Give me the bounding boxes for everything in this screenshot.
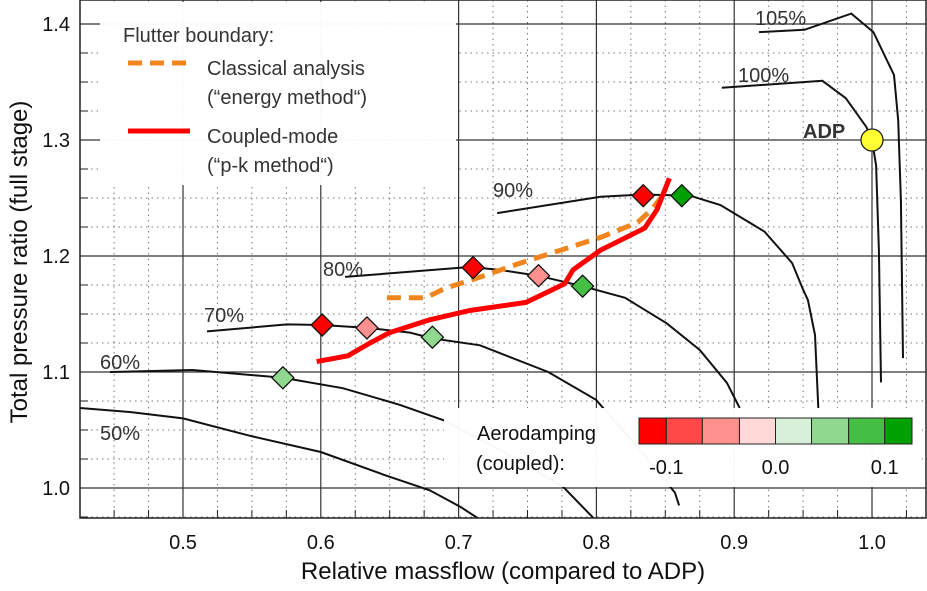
y-tick-label: 1.0	[42, 478, 70, 500]
legends: Flutter boundary: Classical analysis (“ene…	[100, 2, 922, 487]
legend-entry-sublabel: (“p-k method“)	[207, 155, 334, 177]
damping-diamond-marker	[461, 255, 485, 280]
colorbar-subtitle: (coupled):	[476, 453, 565, 475]
colorbar-cell	[738, 417, 776, 445]
legend-entry-label: Classical analysis	[207, 58, 365, 80]
legend-entry-sublabel: (“energy method“)	[207, 87, 367, 109]
plot-frame	[79, 0, 927, 519]
damping-diamond-marker	[310, 313, 335, 337]
speedline-label: 105%	[755, 8, 806, 30]
speedline-label: 90%	[493, 180, 533, 202]
colorbar-title: Aerodamping	[477, 423, 596, 445]
coupled-mode-flutter-boundary-line	[316, 177, 672, 365]
x-tick-label: 0.9	[720, 532, 748, 554]
legend-title: Flutter boundary:	[123, 25, 274, 47]
colorbar-cell	[701, 417, 740, 445]
x-tick-label: 1.0	[858, 532, 886, 554]
damping-diamond-marker	[669, 183, 694, 208]
y-tick-label: 1.3	[42, 130, 70, 152]
x-tick-label: 0.6	[307, 532, 335, 554]
speedline-label: 80%	[323, 259, 363, 281]
classical-flutter-boundary-line	[386, 187, 669, 301]
damping-diamond-marker	[631, 183, 656, 208]
colorbar-cell	[665, 417, 703, 445]
colorbar-cell	[638, 417, 667, 445]
x-tick-label: 0.5	[169, 532, 197, 554]
y-axis-title: Total pressure ratio (full stage)	[6, 101, 33, 424]
damping-diamond-marker	[355, 316, 379, 340]
colorbar-tick-label: -0.1	[649, 457, 683, 479]
speedline-80pct	[345, 265, 741, 409]
colorbar-cell	[775, 417, 813, 445]
speedline-label: 70%	[204, 305, 244, 327]
y-tick-label: 1.1	[42, 362, 70, 384]
damping-diamond-marker	[420, 325, 445, 350]
x-tick-label: 0.8	[582, 532, 610, 554]
speedline-90pct	[497, 193, 820, 409]
speedline-50pct	[80, 407, 479, 518]
damping-diamond-marker	[526, 263, 551, 288]
speedline-label: 100%	[738, 65, 789, 87]
plot-curves: 105% 100% 90% 80% 70% 60% 50% ADP	[80, 8, 904, 518]
legend-entry-label: Coupled-mode	[207, 126, 338, 148]
speedline-100pct	[721, 79, 882, 383]
y-tick-label: 1.4	[42, 14, 70, 36]
adp-marker	[860, 128, 884, 152]
speedline-105pct	[758, 12, 904, 359]
damping-diamond-marker	[570, 274, 595, 299]
x-axis-title: Relative massflow (compared to ADP)	[301, 558, 705, 585]
colorbar-cell	[811, 417, 850, 445]
colorbar-cell	[848, 417, 886, 445]
colorbar-tick-label: 0.1	[871, 457, 899, 479]
adp-label: ADP	[803, 121, 845, 143]
x-tick-label: 0.7	[445, 532, 473, 554]
damping-diamond-marker	[270, 365, 295, 390]
speedline-label: 50%	[100, 423, 140, 445]
y-tick-label: 1.2	[42, 246, 70, 268]
speedline-label: 60%	[100, 352, 140, 374]
axes: 0.5 0.6 0.7 0.8 0.9 1.0 1.0 1.1 1.2 1.3 1.4 Relativ…	[6, 0, 927, 585]
colorbar-tick-label: 0.0	[762, 457, 790, 479]
colorbar-cell	[884, 417, 913, 445]
flutter-legend-box	[100, 2, 456, 185]
